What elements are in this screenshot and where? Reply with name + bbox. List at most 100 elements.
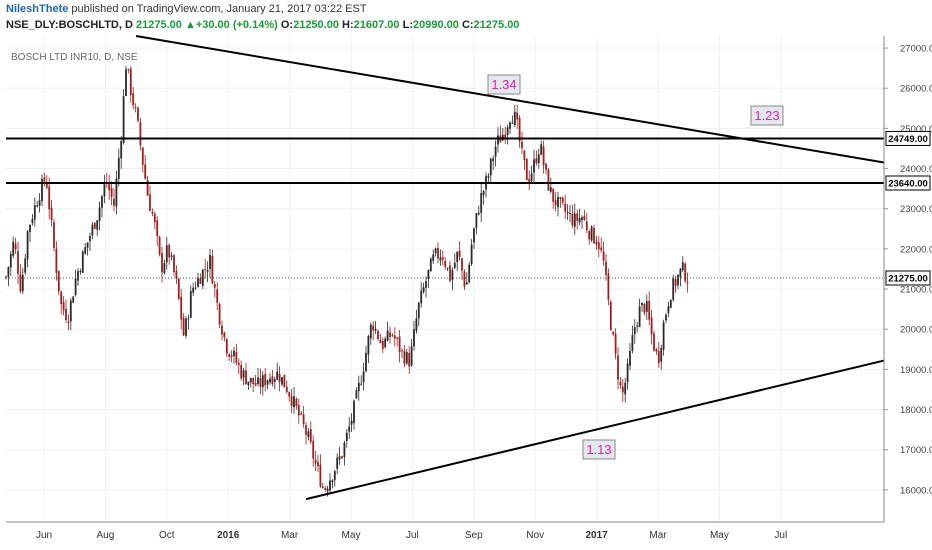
candle-body bbox=[41, 178, 43, 202]
y-tick-label: 19000.00 bbox=[900, 365, 932, 376]
candle-body bbox=[67, 321, 70, 324]
candle-body bbox=[223, 332, 226, 338]
candle-body bbox=[341, 456, 343, 458]
candle-body bbox=[672, 278, 675, 300]
candle-body bbox=[314, 459, 317, 464]
author-link[interactable]: NileshThete bbox=[6, 3, 69, 15]
candle-body bbox=[379, 340, 382, 344]
candle-body bbox=[396, 337, 399, 339]
candle-body bbox=[585, 221, 588, 231]
candle-body bbox=[74, 278, 77, 296]
candle-body bbox=[266, 380, 269, 385]
candle-body bbox=[326, 488, 329, 492]
candle-body bbox=[264, 373, 267, 386]
candle-body bbox=[489, 158, 492, 176]
candle-body bbox=[281, 377, 283, 385]
candle-body bbox=[125, 69, 127, 97]
candle-body bbox=[497, 135, 499, 145]
candle-body bbox=[98, 207, 101, 221]
candle-body bbox=[312, 440, 315, 459]
low-key: L: bbox=[402, 19, 413, 31]
y-tick-label: 18000.00 bbox=[900, 405, 932, 416]
last-price-label: 21275.00 bbox=[888, 273, 928, 284]
candle-body bbox=[48, 186, 51, 210]
annotation-label: 1.23 bbox=[754, 108, 779, 123]
candle-body bbox=[228, 354, 231, 357]
candle-body bbox=[321, 486, 324, 488]
candle-body bbox=[638, 306, 641, 328]
candle-body bbox=[278, 373, 281, 383]
candle-body bbox=[506, 127, 509, 136]
x-tick-label: Jul bbox=[774, 530, 787, 541]
candle-body bbox=[309, 429, 312, 442]
candle-body bbox=[605, 261, 607, 275]
candle-body bbox=[480, 193, 483, 213]
candle-body bbox=[110, 187, 113, 197]
candle-body bbox=[5, 276, 7, 278]
candle-body bbox=[408, 352, 411, 367]
candle-body bbox=[535, 158, 538, 164]
x-tick-label: Mar bbox=[649, 530, 667, 541]
candle-body bbox=[177, 278, 180, 299]
candle-body bbox=[288, 392, 291, 397]
candle-body bbox=[633, 327, 636, 335]
candle-body bbox=[593, 227, 595, 244]
candle-body bbox=[581, 217, 583, 221]
drawings: 1.34 1.23 1.13 bbox=[6, 35, 885, 501]
candle-body bbox=[386, 330, 389, 341]
candle-body bbox=[165, 245, 168, 263]
candle-body bbox=[441, 257, 444, 260]
annotation-label: 1.13 bbox=[586, 442, 611, 457]
candle-body bbox=[674, 278, 677, 287]
candle-body bbox=[444, 260, 447, 268]
candle-body bbox=[389, 332, 391, 337]
candle-body bbox=[333, 471, 336, 481]
x-tick-label: Jun bbox=[36, 530, 52, 541]
y-tick-label: 22000.00 bbox=[900, 244, 932, 255]
candle-body bbox=[168, 244, 171, 258]
candle-body bbox=[545, 163, 547, 170]
candle-body bbox=[7, 267, 10, 278]
candle-body bbox=[117, 157, 120, 179]
candle-body bbox=[189, 290, 192, 318]
x-tick-label: Sep bbox=[465, 530, 483, 541]
candle-body bbox=[566, 212, 569, 214]
candle-body bbox=[175, 270, 178, 279]
candle-body bbox=[12, 241, 15, 256]
candle-body bbox=[26, 231, 29, 260]
candle-body bbox=[96, 220, 99, 230]
candle-body bbox=[516, 112, 519, 120]
candle-body bbox=[513, 111, 516, 125]
candle-body bbox=[600, 247, 603, 251]
candle-body bbox=[446, 267, 449, 269]
candle-body bbox=[458, 250, 461, 258]
candle-body bbox=[413, 329, 415, 347]
candle-body bbox=[559, 197, 562, 199]
candle-body bbox=[528, 178, 531, 183]
level-label-box bbox=[885, 175, 931, 191]
candle-body bbox=[269, 378, 271, 383]
candle-body bbox=[192, 287, 195, 293]
y-tick-label: 24000.00 bbox=[900, 164, 932, 175]
candle-body bbox=[511, 122, 514, 124]
candle-body bbox=[60, 291, 63, 305]
candle-body bbox=[194, 287, 197, 289]
trendline bbox=[135, 35, 885, 164]
candle-body bbox=[65, 308, 67, 321]
x-tick-label: Nov bbox=[526, 530, 544, 541]
candle-body bbox=[221, 325, 223, 335]
candle-body bbox=[353, 400, 355, 424]
candle-body bbox=[300, 413, 303, 415]
axes: 16000.00 17000.00 18000.00 19000.00 20000.00… bbox=[6, 36, 932, 541]
candle-body bbox=[492, 158, 495, 162]
candle-body bbox=[89, 236, 91, 242]
candle-body bbox=[216, 289, 219, 303]
candle-body bbox=[650, 317, 653, 335]
candle-body bbox=[187, 318, 190, 320]
candle-body bbox=[401, 350, 403, 352]
candle-body bbox=[285, 386, 288, 393]
chart-header: NileshThete published on TradingView.com… bbox=[0, 0, 932, 36]
y-tick-label: 21000.00 bbox=[900, 285, 932, 296]
candle-body bbox=[245, 370, 247, 385]
